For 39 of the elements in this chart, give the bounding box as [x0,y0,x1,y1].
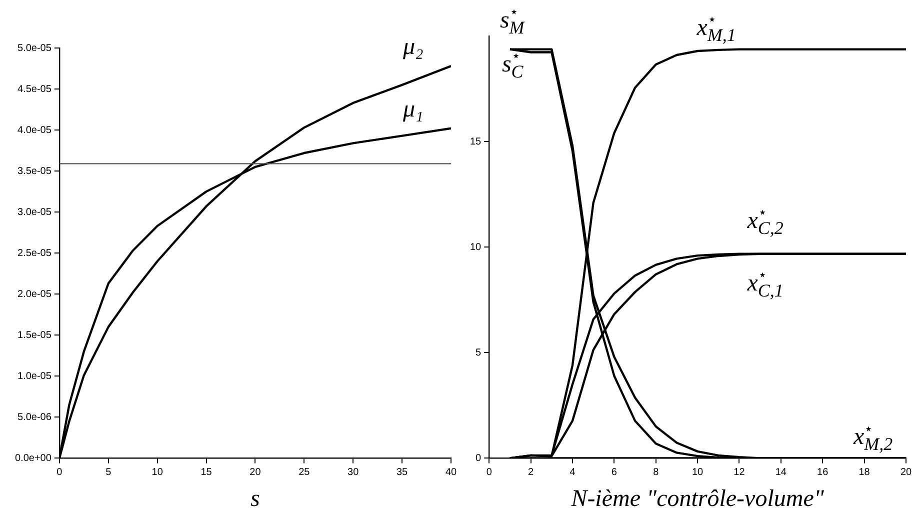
y-tick-label: 5.0e-05 [18,42,52,54]
x-tick-label: 20 [900,466,912,478]
series-label: μ₁ [402,96,424,122]
x-tick-label: 15 [200,466,212,478]
x-tick-label: 40 [445,466,457,478]
series-label: μ₂ [402,34,424,60]
x-tick-label: 10 [692,466,704,478]
x-tick-label: 0 [486,466,492,478]
y-tick-label: 5.0e-06 [18,412,52,423]
y-tick-label: 2.5e-05 [18,248,52,259]
x-axis-title: s [250,486,260,512]
x-tick-label: 8 [653,466,660,478]
x-tick-label: 4 [570,466,576,478]
y-tick-label: 3.0e-05 [18,206,52,218]
y-tick-label: 0 [476,452,482,464]
y-tick-label: 4.0e-05 [18,124,52,136]
x-tick-label: 10 [152,466,164,478]
x-tick-label: 18 [858,466,870,478]
y-tick-label: 15 [470,136,482,148]
y-tick-label: 5 [476,347,482,358]
x-tick-label: 30 [348,466,360,478]
y-tick-label: 10 [470,242,482,253]
x-tick-label: 12 [734,466,746,478]
x-tick-label: 25 [298,466,310,478]
y-tick-label: 0.0e+00 [14,452,52,464]
x-tick-label: 5 [106,466,112,478]
x-tick-label: 16 [817,466,829,478]
x-tick-label: 6 [611,466,618,478]
x-tick-label: 20 [250,466,262,478]
y-tick-label: 1.5e-05 [18,330,52,341]
y-tick-label: 4.5e-05 [18,84,52,95]
y-tick-label: 2.0e-05 [18,288,52,300]
x-tick-label: 0 [56,466,63,478]
y-tick-label: 1.0e-05 [18,370,52,382]
x-axis-title: N-ième "contrôle-volume" [570,486,825,512]
x-tick-label: 14 [775,466,787,478]
x-tick-label: 2 [528,466,534,478]
x-tick-label: 35 [396,466,408,478]
y-tick-label: 3.5e-05 [18,166,52,177]
